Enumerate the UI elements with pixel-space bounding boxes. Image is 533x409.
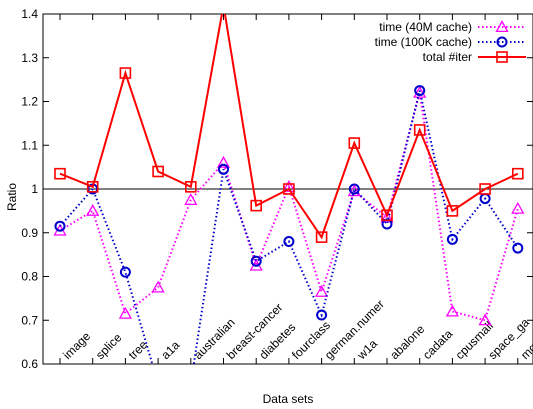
y-tick-label: 0.8 bbox=[21, 270, 38, 284]
x-axis-label: Data sets bbox=[263, 392, 314, 406]
square-marker bbox=[283, 183, 295, 195]
triangle-marker bbox=[282, 179, 296, 192]
triangle-marker bbox=[184, 193, 198, 205]
circle-marker bbox=[316, 309, 328, 321]
series-line bbox=[59, 92, 519, 322]
square-marker bbox=[511, 167, 524, 180]
series-layer bbox=[53, 0, 525, 388]
y-tick-label: 1.2 bbox=[21, 95, 38, 109]
x-tick-label: abalone bbox=[387, 322, 427, 362]
square-marker bbox=[250, 199, 262, 212]
x-tick-label: splice bbox=[93, 330, 125, 362]
legend-label: time (40M cache) bbox=[379, 20, 472, 34]
y-tick-label: 0.9 bbox=[21, 226, 38, 240]
circle-marker bbox=[119, 266, 131, 278]
triangle-marker bbox=[314, 284, 329, 297]
circle-marker bbox=[512, 242, 524, 254]
series-line bbox=[59, 14, 519, 240]
square-marker bbox=[315, 231, 328, 243]
x-tick-label: a1a bbox=[158, 338, 182, 362]
circle-marker bbox=[54, 220, 66, 232]
circle-marker bbox=[446, 233, 458, 245]
y-tick-label: 0.7 bbox=[21, 313, 38, 327]
triangle-marker bbox=[118, 306, 133, 319]
circle-marker bbox=[218, 163, 229, 175]
y-axis-label: Ratio bbox=[5, 183, 19, 211]
triangle-marker bbox=[413, 85, 427, 98]
y-tick-label: 1.4 bbox=[21, 7, 38, 21]
circle-marker bbox=[154, 379, 163, 388]
y-tick-label: 1 bbox=[31, 182, 38, 196]
circle-marker bbox=[414, 85, 426, 97]
y-tick-label: 0.6 bbox=[21, 357, 38, 371]
square-marker bbox=[479, 183, 491, 195]
square-marker bbox=[496, 51, 508, 63]
square-marker bbox=[381, 209, 393, 222]
x-tick-label: image bbox=[60, 329, 93, 362]
square-marker bbox=[152, 165, 164, 178]
legend: time (40M cache)time (100K cache)total #… bbox=[375, 20, 526, 64]
circle-marker bbox=[250, 255, 262, 267]
y-axis: 0.6 0.7 0.8 0.9 1 1.1 1.2 1.3 1.4 bbox=[21, 7, 533, 371]
legend-label: time (100K cache) bbox=[375, 35, 472, 49]
triangle-marker bbox=[445, 304, 460, 317]
triangle-marker bbox=[478, 313, 492, 326]
series-2 bbox=[54, 0, 524, 243]
circle-marker bbox=[186, 379, 195, 388]
square-marker bbox=[185, 181, 197, 193]
x-tick-label: w1a bbox=[354, 336, 380, 362]
square-marker bbox=[348, 137, 361, 149]
circle-marker bbox=[496, 36, 508, 48]
square-marker bbox=[413, 124, 426, 136]
triangle-marker bbox=[151, 280, 165, 293]
circle-marker bbox=[348, 183, 360, 195]
square-marker bbox=[219, 0, 229, 10]
x-tick-label: mg bbox=[518, 340, 533, 362]
square-marker bbox=[446, 205, 459, 217]
series-1 bbox=[54, 85, 524, 388]
triangle-marker bbox=[511, 201, 525, 214]
x-tick-label: tree bbox=[126, 337, 151, 362]
square-marker bbox=[54, 167, 66, 180]
y-tick-label: 1.1 bbox=[21, 138, 38, 152]
series-line bbox=[59, 90, 519, 364]
circle-marker bbox=[283, 236, 295, 247]
triangle-marker bbox=[216, 155, 231, 168]
square-marker bbox=[86, 181, 99, 193]
triangle-marker bbox=[86, 204, 100, 216]
triangle-marker bbox=[495, 20, 509, 33]
triangle-marker bbox=[347, 184, 361, 197]
legend-label: total #iter bbox=[423, 50, 472, 64]
square-marker bbox=[119, 67, 132, 79]
y-tick-label: 1.3 bbox=[21, 51, 38, 65]
